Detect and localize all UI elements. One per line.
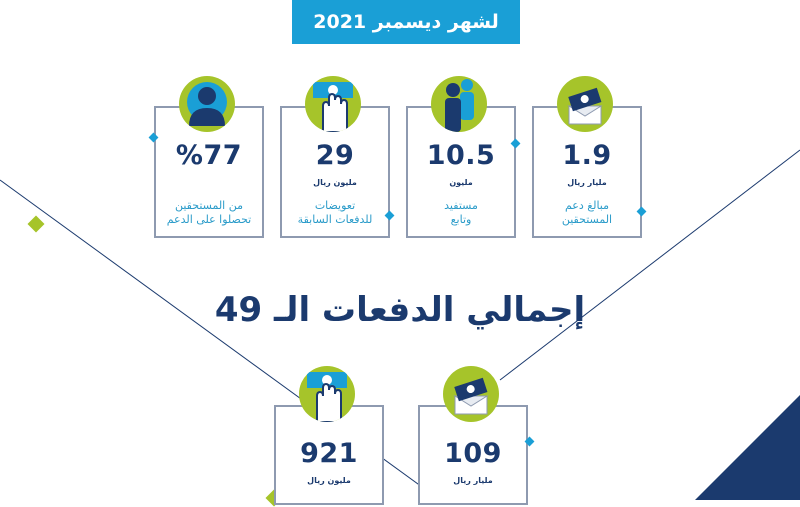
money-envelope-icon	[557, 76, 613, 132]
money-envelope-icon	[443, 366, 499, 422]
stat-value: 29	[315, 140, 355, 171]
stat-unit: مليار ريال	[567, 178, 607, 187]
stat-desc-line1: تعويضات	[314, 199, 356, 212]
date-banner: لشهر ديسمبر 2021	[292, 0, 520, 44]
stat-value: 1.9	[562, 140, 612, 171]
stat-desc-line1: مبالغ دعم	[564, 199, 610, 212]
stat-desc-line2: للدفعات السابقة	[297, 213, 373, 226]
stat-value: %77	[175, 140, 243, 171]
stat-card-compensation	[280, 106, 390, 238]
stat-desc-line2: تحصلوا على الدعم	[166, 213, 252, 226]
total-value: 109	[444, 438, 502, 469]
people-icon	[431, 76, 487, 132]
total-value: 921	[300, 438, 358, 469]
stat-desc-line1: من المستحقين	[174, 199, 244, 212]
hand-money-icon	[305, 76, 361, 132]
section-title: إجمالي الدفعات الـ 49	[214, 290, 586, 330]
person-icon	[179, 76, 235, 132]
stat-value: 10.5	[426, 140, 496, 171]
stat-desc-line2: وتابع	[450, 213, 472, 226]
stat-unit: مليون	[449, 178, 473, 187]
stat-desc-line2: المستحقين	[561, 213, 613, 226]
total-unit: مليار ريال	[453, 476, 493, 485]
banner-text: لشهر ديسمبر 2021	[313, 11, 499, 33]
stat-unit: مليون ريال	[313, 178, 357, 187]
total-unit: مليون ريال	[307, 476, 351, 485]
stat-desc-line1: مستفيد	[444, 199, 478, 212]
hand-money-icon	[299, 366, 355, 422]
